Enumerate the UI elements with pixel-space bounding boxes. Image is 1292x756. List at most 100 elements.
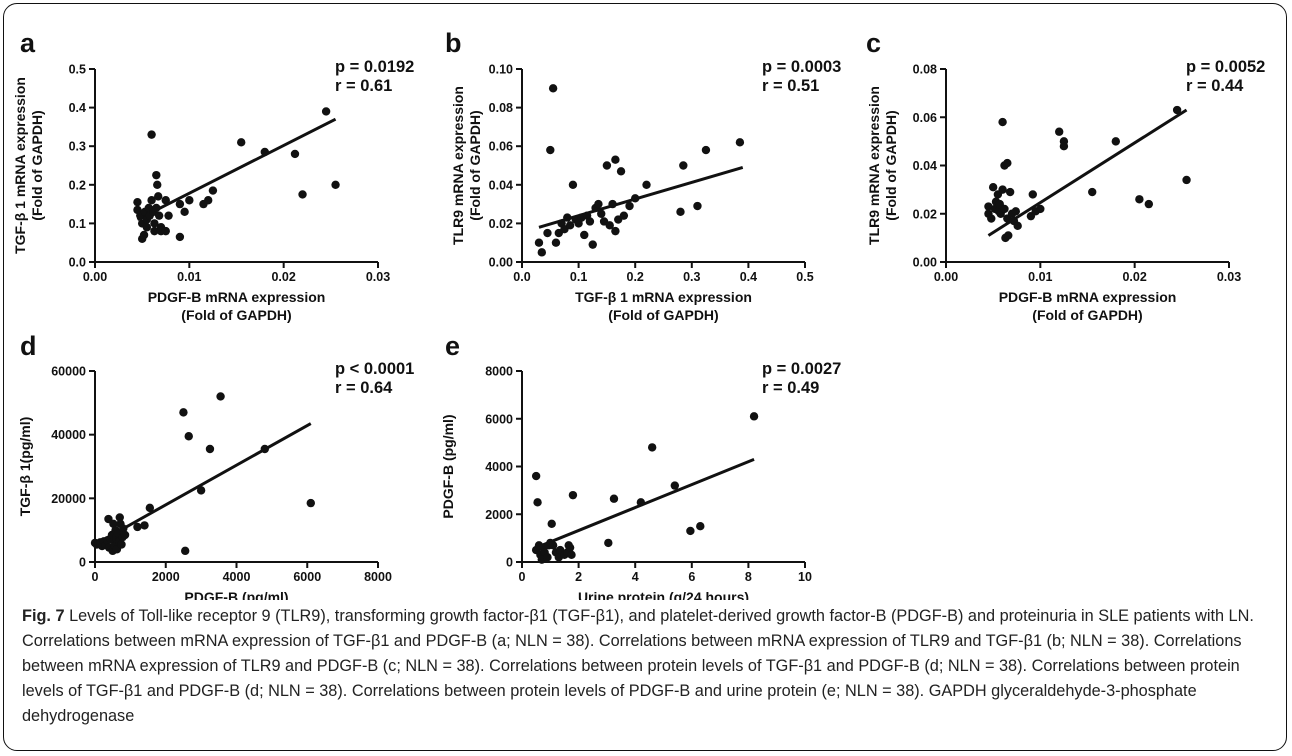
panel-d-data-point [260,444,269,454]
panel-a-x-tick-label: 0.02 [271,270,295,284]
panel-e-x-tick-label: 8 [745,570,752,584]
panel-e-data-point [567,550,576,560]
panel-a-data-point [180,207,189,217]
panel-c-stat: p = 0.0052 [1186,58,1265,76]
panel-a-data-point [133,197,142,207]
panel-e-y-label-line: PDGF-B (pg/ml) [440,414,456,518]
panel-c-y-tick-label: 0.06 [913,111,937,125]
panel-b-y-tick-label: 0.00 [489,256,513,270]
panel-e-letter: e [445,331,460,361]
panel-b-data-point [537,248,547,257]
panel-b-stat: p = 0.0003 [762,58,841,76]
panel-e-x-label-line: Urine protein (g/24 hours) [578,589,749,600]
panel-b-data-point [585,217,595,226]
panel-c: c 0.00 0.01 0.02 0.03 0.00 0.02 0.04 0.06 0.08 PDG… [866,28,1265,323]
panel-d-data-point [216,392,225,401]
panel-b-x-label-line: (Fold of GAPDH) [608,307,718,323]
panel-c-data-point [987,214,996,223]
panel-b-data-point [619,211,629,220]
panel-c-data-point [1182,175,1191,185]
panel-c-x-tick-label: 0.01 [1028,270,1052,284]
panel-b-data-point [534,238,544,247]
panel-c-data-point [1059,142,1069,151]
panel-a-data-point [175,199,185,209]
panel-a-y-tick-label: 0.4 [69,101,86,115]
panel-d-y-label-line: TGF-β 1(pg/ml) [17,417,33,517]
panel-a-data-point [147,196,156,205]
panel-e-stat: p = 0.0027 [762,360,841,378]
panel-e-x-tick-label: 10 [798,570,812,584]
panel-e-stat: r = 0.49 [762,379,819,397]
panel-c-data-point [1088,187,1097,197]
panel-d-y-tick-label: 40000 [51,428,86,442]
panel-b-x-tick-label: 0.1 [570,270,587,284]
caption-fig-label: Fig. 7 [22,607,65,625]
panel-a-data-point [331,180,340,189]
panel-c-y-label: TLR9 mRNA expression(Fold of GAPDH) [866,86,899,245]
panel-a-data-point [139,230,149,240]
panel-a-data-point [161,226,170,236]
panel-c-fit-line [987,108,1188,237]
panel-b-y-label-line: TLR9 mRNA expression [450,86,466,245]
panel-e-data-point [604,538,613,548]
panel-c-y-label-line: (Fold of GAPDH) [883,110,899,220]
panel-c-data-point [1000,204,1009,214]
panel-a-data-point [260,147,269,157]
panel-a-stat: p = 0.0192 [335,58,414,76]
panel-a-data-point [150,219,159,228]
panel-d-stat: p < 0.0001 [335,360,414,378]
panel-a-data-point [298,190,307,199]
panel-b-data-point [551,238,561,247]
panel-c-data-point [998,117,1007,127]
panel-b-data-point [631,194,640,203]
panel-a-data-point [164,211,173,220]
panel-e-data-point [565,543,575,552]
panel-b-y-tick-label: 0.08 [489,101,513,115]
panel-a-data-point [204,196,213,205]
panel-e-data-point [696,521,705,531]
panel-b-y-tick-label: 0.02 [489,217,513,231]
panel-d-data-point [205,444,215,454]
panel-d-x-label-line: PDGF-B (pg/ml) [184,589,288,600]
panel-a: a 0.00 0.01 0.02 0.03 0.0 0.1 0.2 0.3 0.4 0.5 PDGF-… [12,28,414,323]
panel-d-y-tick-label: 0 [79,556,86,570]
panel-a-data-point [150,226,159,236]
panel-d-data-point [306,498,315,508]
panel-c-data-point [1003,158,1012,168]
panel-c-data-point [1013,221,1022,231]
figure-border [3,3,1287,751]
panel-e-y-tick-label: 0 [506,556,513,570]
panel-a-data-point [147,130,156,139]
panel-b-stat: r = 0.51 [762,77,819,95]
panel-d-x-tick-label: 0 [92,570,99,584]
panel-d-y-label: TGF-β 1(pg/ml) [17,417,33,517]
panel-a-data-point [175,232,185,242]
panel-c-data-point [988,183,998,192]
panel-a-fit-line [136,117,337,221]
panel-c-x-label: PDGF-B mRNA expression (Fold of GAPDH) [999,289,1177,323]
panel-e-data-point [670,481,680,490]
panel-a-data-point [153,180,162,189]
panel-b-data-point [597,209,606,218]
panel-b-x-tick-label: 0.4 [740,270,757,284]
panel-b-y-label-line: (Fold of GAPDH) [467,110,483,220]
panel-c-data-point [1004,231,1013,240]
panel-d-data-point [145,503,155,513]
panel-a-data-point [152,203,161,213]
panel-b-data-point [543,228,552,238]
panel-e-data-point [533,498,542,507]
panel-a-y-label-line: TGF-β 1 mRNA expression [12,77,28,254]
panel-b-x-label: TGF-β 1 mRNA expression (Fold of GAPDH) [575,289,752,323]
panel-b-data-point [735,138,745,147]
panel-e-x-tick-label: 0 [519,570,526,584]
panel-d-fit-line [94,422,312,546]
panel-d-y-tick-label: 20000 [51,492,86,506]
panel-a-data-point [154,192,163,201]
panel-e-y-tick-label: 6000 [485,412,513,426]
panel-a-x-tick-label: 0.00 [83,270,107,284]
panel-a-y-tick-label: 0.0 [69,256,86,270]
panel-d-x-tick-label: 6000 [293,570,321,584]
panel-a-data-point [208,186,218,195]
panel-e-x-label: Urine protein (g/24 hours) [578,589,749,600]
panel-e-data-point [568,490,578,500]
